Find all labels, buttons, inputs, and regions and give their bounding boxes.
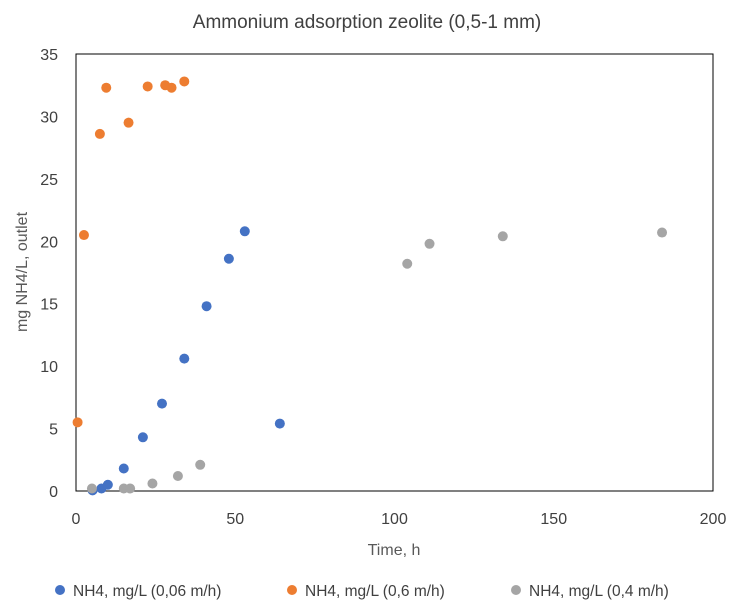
data-point: [179, 353, 190, 364]
series-1: [87, 226, 285, 496]
data-point: [424, 238, 435, 249]
legend-entry: NH4, mg/L (0,4 m/h): [511, 583, 669, 600]
data-point: [179, 76, 190, 87]
x-tick-label: 200: [700, 511, 727, 528]
data-point: [142, 81, 153, 92]
x-tick-label: 0: [72, 511, 81, 528]
data-point: [239, 226, 250, 237]
legend-marker: [511, 585, 521, 595]
data-points: [72, 76, 668, 496]
data-point: [274, 418, 285, 429]
data-point: [497, 231, 508, 242]
y-tick-label: 20: [40, 234, 58, 251]
legend-entry: NH4, mg/L (0,6 m/h): [287, 583, 445, 600]
series-2: [72, 76, 190, 428]
data-point: [657, 227, 668, 238]
y-axis-ticks: 0 5 10 15 20 25 30 35: [40, 47, 58, 501]
data-point: [125, 483, 136, 494]
data-point: [147, 478, 158, 489]
y-tick-label: 30: [40, 109, 58, 126]
y-tick-label: 25: [40, 172, 58, 189]
data-point: [201, 301, 212, 312]
y-tick-label: 0: [49, 484, 58, 501]
data-point: [172, 471, 183, 482]
y-axis-label: mg NH4/L, outlet: [14, 211, 31, 332]
legend-marker: [287, 585, 297, 595]
data-point: [166, 82, 177, 93]
y-tick-label: 15: [40, 297, 58, 314]
data-point: [101, 82, 112, 93]
x-axis-ticks: 0 50 100 150 200: [72, 511, 727, 528]
data-point: [156, 398, 167, 409]
y-tick-label: 5: [49, 422, 58, 439]
data-point: [137, 432, 148, 443]
legend-label: NH4, mg/L (0,06 m/h): [73, 583, 221, 600]
data-point: [72, 417, 83, 428]
legend-label: NH4, mg/L (0,4 m/h): [529, 583, 669, 600]
legend-entry: NH4, mg/L (0,06 m/h): [55, 583, 221, 600]
data-point: [102, 479, 113, 490]
data-point: [223, 253, 234, 264]
data-point: [78, 230, 89, 241]
chart-title: Ammonium adsorption zeolite (0,5-1 mm): [193, 12, 541, 33]
x-tick-label: 50: [226, 511, 244, 528]
data-point: [86, 483, 97, 494]
x-tick-label: 100: [381, 511, 408, 528]
data-point: [402, 258, 413, 269]
x-tick-label: 150: [540, 511, 567, 528]
y-tick-label: 35: [40, 47, 58, 64]
legend: NH4, mg/L (0,06 m/h) NH4, mg/L (0,6 m/h) N…: [55, 583, 669, 600]
series-3: [86, 227, 668, 494]
data-point: [118, 463, 129, 474]
legend-label: NH4, mg/L (0,6 m/h): [305, 583, 445, 600]
data-point: [123, 117, 134, 128]
data-point: [94, 128, 105, 139]
plot-area-frame: [75, 53, 714, 492]
x-axis-label: Time, h: [368, 542, 421, 559]
data-point: [195, 459, 206, 470]
y-tick-label: 10: [40, 359, 58, 376]
legend-marker: [55, 585, 65, 595]
